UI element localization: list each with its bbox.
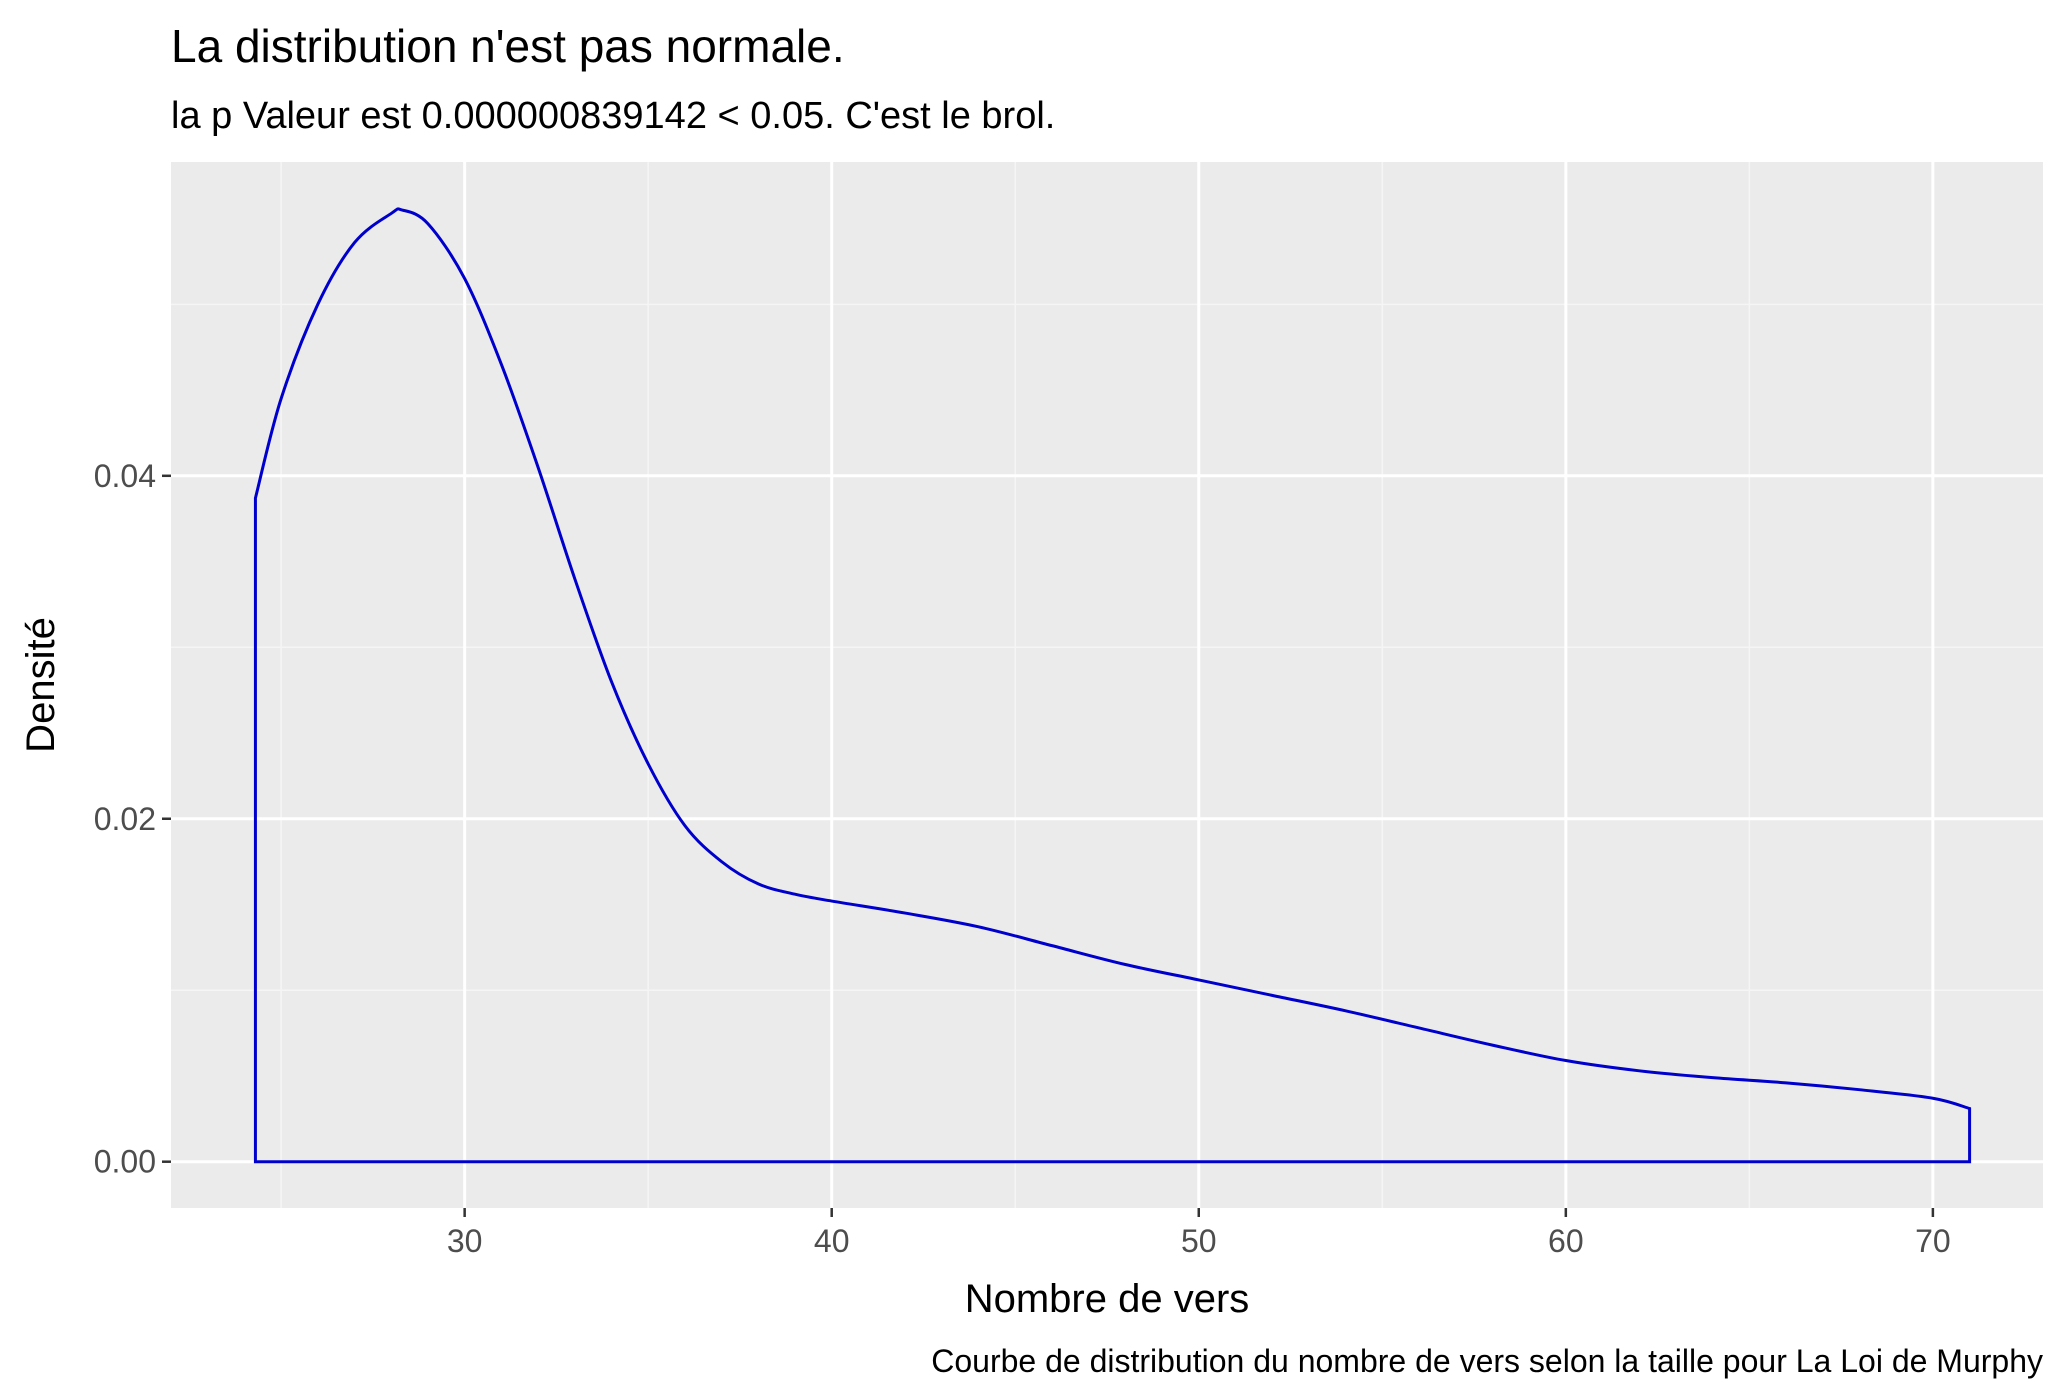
plot-panel: [171, 162, 2043, 1208]
x-tick-label: 40: [814, 1223, 850, 1259]
chart-caption: Courbe de distribution du nombre de vers…: [931, 1343, 2043, 1379]
y-tick-label: 0.04: [94, 458, 156, 494]
x-tick-label: 70: [1915, 1223, 1951, 1259]
x-axis: 30 40 50 60 70: [447, 1208, 1951, 1259]
y-tick-label: 0.00: [94, 1144, 156, 1180]
density-curve-series: [253, 207, 1972, 1164]
x-tick-label: 60: [1548, 1223, 1584, 1259]
x-tick-label: 50: [1181, 1223, 1217, 1259]
y-axis: 0.00 0.02 0.04: [94, 458, 171, 1180]
chart-subtitle: la p Valeur est 0.000000839142 < 0.05. C…: [171, 95, 1055, 137]
x-axis-title: Nombre de vers: [965, 1277, 1250, 1321]
y-axis-title: Densité: [19, 617, 63, 753]
y-tick-label: 0.02: [94, 801, 156, 837]
chart-title: La distribution n'est pas normale.: [171, 20, 845, 72]
x-tick-label: 30: [447, 1223, 483, 1259]
